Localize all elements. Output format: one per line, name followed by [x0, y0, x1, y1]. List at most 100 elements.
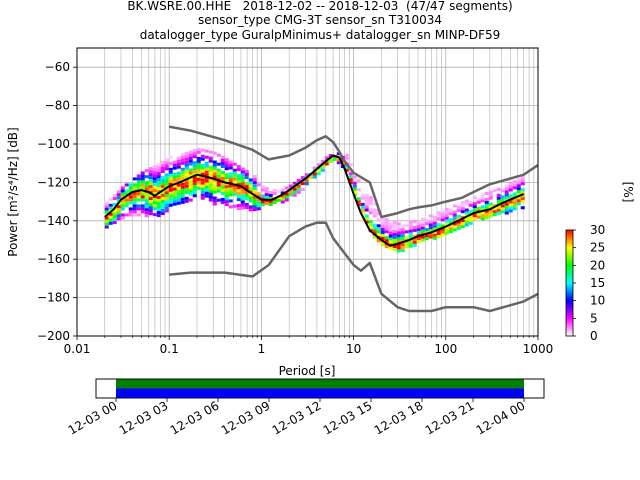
density-cell [500, 210, 505, 214]
density-cell [452, 213, 457, 217]
density-cell [196, 147, 201, 151]
density-cell [296, 187, 301, 191]
density-cell [388, 222, 393, 226]
density-cell [468, 221, 473, 225]
density-cell [156, 172, 161, 176]
time-tick-label: 12-03 06 [168, 398, 222, 437]
density-cell [116, 199, 121, 203]
density-cell [104, 219, 109, 223]
density-cell [412, 237, 417, 241]
density-cell [268, 190, 273, 194]
density-cell [504, 205, 509, 209]
density-cell [132, 207, 137, 211]
density-cell [416, 222, 421, 226]
density-cell [212, 181, 217, 185]
density-cell [164, 182, 169, 186]
density-cell [128, 186, 133, 190]
density-cell [356, 188, 361, 192]
density-cell [512, 201, 517, 205]
density-cell [480, 211, 485, 215]
density-cell [448, 227, 453, 231]
time-tick-label: 12-03 21 [423, 398, 477, 437]
density-cell [220, 161, 225, 165]
density-cell [192, 176, 197, 180]
density-cell [172, 202, 177, 206]
density-cell [108, 212, 113, 216]
time-tick-label: 12-04 00 [474, 398, 528, 437]
density-cell [456, 205, 461, 209]
density-cell [420, 226, 425, 230]
density-cell [200, 157, 205, 161]
density-cell [472, 214, 477, 218]
density-cell [184, 184, 189, 188]
density-cell [248, 184, 253, 188]
density-cell [132, 195, 137, 199]
density-cell [252, 199, 257, 203]
density-cell [188, 174, 193, 178]
density-cell [388, 234, 393, 238]
density-cell [504, 211, 509, 215]
density-cell [200, 178, 205, 182]
density-cell [136, 180, 141, 184]
density-cell [244, 176, 249, 180]
density-cell [376, 224, 381, 228]
density-cell [204, 170, 209, 174]
density-cell [392, 245, 397, 249]
density-cell [356, 197, 361, 201]
density-cell [376, 227, 381, 231]
density-cell [424, 219, 429, 223]
density-cell [408, 244, 413, 248]
density-cell [324, 156, 329, 160]
density-cell [264, 190, 269, 194]
density-cell [364, 193, 369, 197]
density-cell [516, 187, 521, 191]
density-cell [232, 177, 237, 181]
density-cell [484, 191, 489, 195]
density-cell [500, 195, 505, 199]
density-cell [432, 236, 437, 240]
density-cell [200, 193, 205, 197]
density-cell [160, 163, 165, 167]
density-cell [212, 163, 217, 167]
density-cell [168, 194, 173, 198]
density-cell [136, 186, 141, 190]
density-cell [124, 198, 129, 202]
density-cell [224, 158, 229, 162]
density-cell [256, 192, 261, 196]
density-cell [440, 227, 445, 231]
density-cell [400, 237, 405, 241]
density-cell [160, 178, 165, 182]
density-cell [224, 188, 229, 192]
density-cell [184, 196, 189, 200]
density-cell [480, 199, 485, 203]
density-cell [264, 202, 269, 206]
density-cell [208, 177, 213, 181]
density-cell [156, 187, 161, 191]
density-cell [220, 185, 225, 189]
density-cell [204, 182, 209, 186]
density-cell [196, 174, 201, 178]
density-cell [128, 207, 133, 211]
density-cell [140, 180, 145, 184]
density-cell [484, 203, 489, 207]
density-cell [168, 200, 173, 204]
density-cell [148, 212, 153, 216]
density-cell [320, 159, 325, 163]
density-cell [344, 165, 349, 169]
density-cell [204, 161, 209, 165]
density-cell [516, 196, 521, 200]
density-cell [320, 165, 325, 169]
density-cell [148, 185, 153, 189]
density-cell [224, 167, 229, 171]
density-cell [452, 216, 457, 220]
density-cell [228, 175, 233, 179]
density-cell [416, 228, 421, 232]
density-cell [352, 175, 357, 179]
density-cell [468, 203, 473, 207]
density-cell [192, 182, 197, 186]
density-cell [248, 199, 253, 203]
density-cell [456, 217, 461, 221]
density-cell [204, 176, 209, 180]
density-cell [232, 171, 237, 175]
density-cell [132, 192, 137, 196]
